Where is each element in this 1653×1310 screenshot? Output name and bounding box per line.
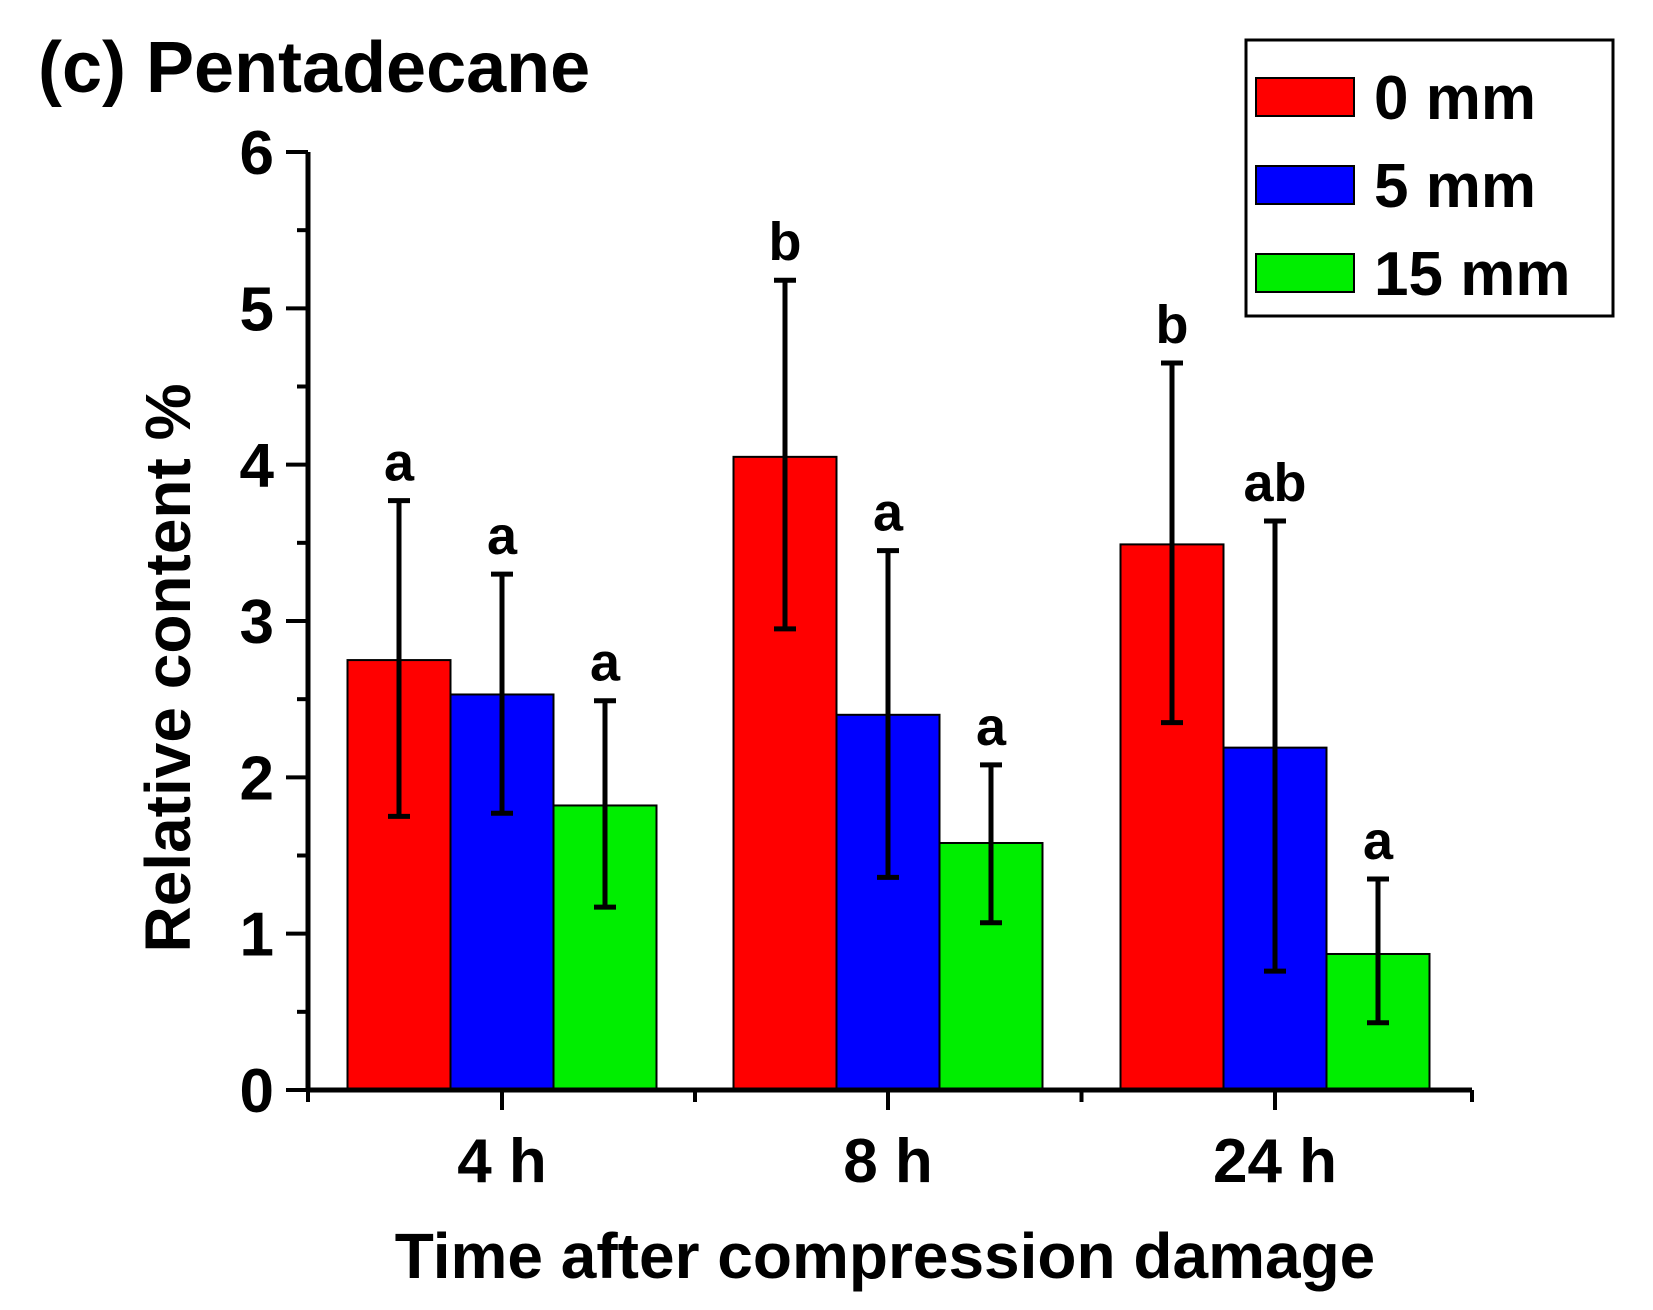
significance-label: a xyxy=(487,506,518,566)
significance-label: a xyxy=(590,633,621,693)
significance-label: a xyxy=(384,433,415,493)
significance-label: a xyxy=(1363,811,1394,871)
axes-group: 0 1 2 3 4 5 6 4 h 8 h 24 h xyxy=(240,119,1474,1196)
error-bar-0mm-4h xyxy=(388,498,410,819)
error-bar-0mm-8h xyxy=(774,277,796,632)
y-axis-title: Relative content % xyxy=(132,383,204,952)
legend-swatch xyxy=(1255,253,1355,293)
legend-label: 15 mm xyxy=(1374,240,1570,309)
significance-label: a xyxy=(976,697,1007,757)
y-tick-label: 0 xyxy=(240,1057,274,1126)
y-tick-label: 5 xyxy=(240,275,274,344)
y-tick-label: 2 xyxy=(240,744,274,813)
chart-title: (c) Pentadecane xyxy=(38,28,590,108)
error-bar-0mm-24h xyxy=(1161,360,1183,726)
x-axis-title: Time after compression damage xyxy=(395,1220,1376,1292)
significance-label: ab xyxy=(1243,453,1306,513)
significance-label: b xyxy=(1156,295,1189,355)
legend: 0 mm 5 mm 15 mm xyxy=(1244,38,1615,318)
y-tick-label: 1 xyxy=(240,901,274,970)
error-bar-15mm-8h xyxy=(980,762,1002,926)
y-tick-label: 3 xyxy=(240,588,274,657)
error-bars-group xyxy=(388,277,1389,1026)
significance-label: a xyxy=(873,483,904,543)
error-bar-5mm-4h xyxy=(491,571,513,816)
legend-swatch xyxy=(1255,165,1355,205)
error-bar-15mm-24h xyxy=(1367,876,1389,1026)
y-tick-label: 6 xyxy=(240,119,274,188)
error-bar-15mm-4h xyxy=(594,698,616,910)
x-tick-label: 8 h xyxy=(843,1127,933,1196)
y-tick-label: 4 xyxy=(240,432,275,501)
x-tick-label: 24 h xyxy=(1213,1127,1337,1196)
error-bar-5mm-24h xyxy=(1264,518,1286,974)
legend-swatch xyxy=(1255,77,1355,117)
legend-label: 0 mm xyxy=(1374,64,1536,133)
x-tick-label: 4 h xyxy=(457,1127,547,1196)
error-bar-5mm-8h xyxy=(877,548,899,880)
significance-label: b xyxy=(769,212,802,272)
legend-label: 5 mm xyxy=(1374,152,1536,221)
